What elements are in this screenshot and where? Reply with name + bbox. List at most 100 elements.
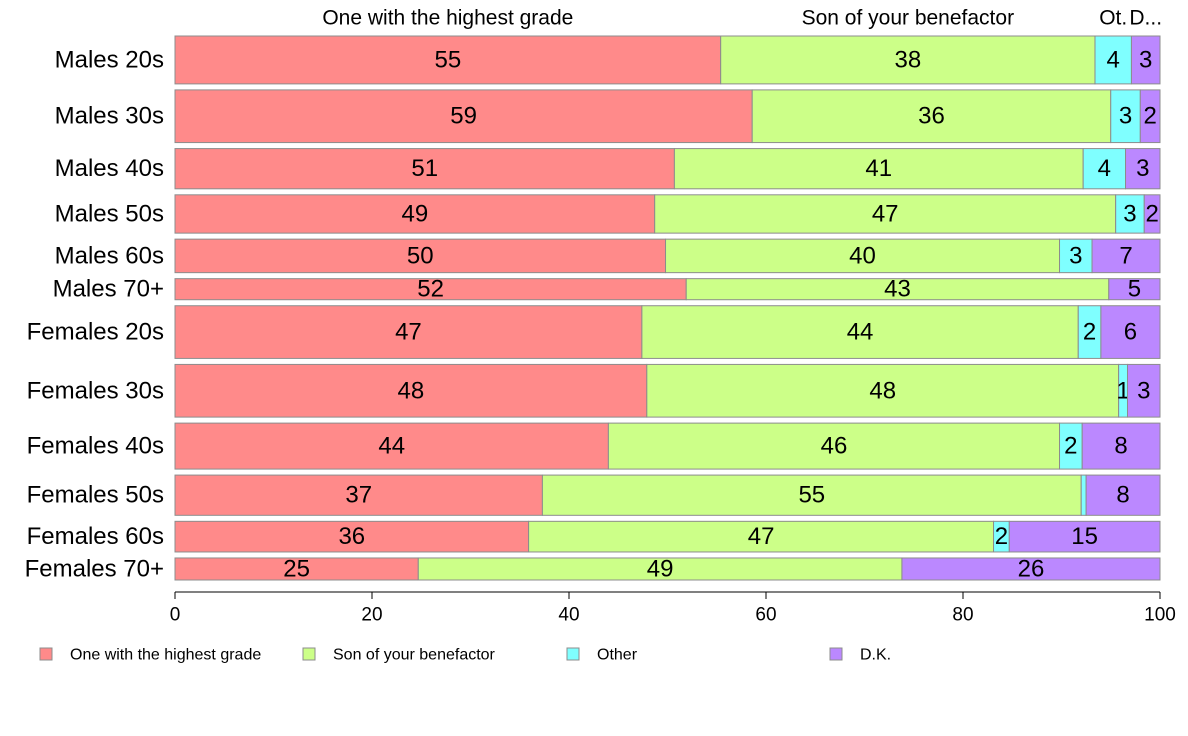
row-label: Males 50s — [55, 200, 164, 227]
bar-segment — [1115, 194, 1145, 234]
bar-segment — [1130, 35, 1161, 85]
bar-segment — [174, 520, 530, 553]
top-series-label: Ot. — [1099, 7, 1127, 30]
bar-segment — [174, 305, 643, 359]
legend-swatch — [302, 647, 316, 661]
data-label: 2 — [995, 523, 1008, 550]
data-label: 44 — [378, 433, 405, 460]
data-label: 55 — [798, 482, 825, 509]
bar-segment — [528, 520, 995, 553]
data-label: 4 — [1098, 155, 1111, 182]
data-label: 3 — [1069, 242, 1082, 269]
top-series-labels: One with the highest grade Son of your be… — [322, 7, 1162, 30]
bar-segment — [1081, 422, 1161, 470]
x-tick-label: 80 — [952, 605, 973, 626]
x-tick-label: 60 — [755, 605, 776, 626]
data-label: 2 — [1083, 319, 1096, 346]
data-label: 26 — [1018, 555, 1045, 582]
data-label: 44 — [847, 319, 874, 346]
bar-segment — [174, 474, 543, 516]
data-label: 43 — [884, 276, 911, 303]
data-label: 40 — [849, 242, 876, 269]
data-label: 3 — [1139, 46, 1152, 73]
data-label: 8 — [1116, 482, 1129, 509]
row-label: Males 60s — [55, 242, 164, 269]
bar-segment — [1108, 278, 1161, 301]
bar-segment — [673, 148, 1084, 190]
x-tick-label: 20 — [361, 605, 382, 626]
bar-segment — [654, 194, 1117, 234]
row-label: Males 30s — [55, 103, 164, 130]
legend-swatch — [39, 647, 53, 661]
bar-segment — [901, 557, 1161, 581]
data-label: 3 — [1137, 377, 1150, 404]
row-labels: Males 20s Males 30s Males 40s Males 50s Male… — [25, 46, 164, 582]
data-label: 49 — [401, 200, 428, 227]
data-label: 3 — [1123, 200, 1136, 227]
data-label: 38 — [894, 46, 921, 73]
data-label: 47 — [872, 200, 899, 227]
top-series-label: D... — [1129, 7, 1162, 30]
top-series-label: One with the highest grade — [322, 7, 573, 30]
data-label: 47 — [395, 319, 422, 346]
data-label: 2 — [1145, 200, 1158, 227]
row-label: Males 70+ — [53, 276, 164, 303]
data-label: 55 — [434, 46, 461, 73]
top-series-label: Son of your benefactor — [802, 7, 1014, 30]
bar-segment — [1059, 238, 1093, 274]
data-label: 2 — [1143, 103, 1156, 130]
bar-segment — [174, 89, 753, 144]
bar-segment — [1110, 89, 1141, 144]
x-tick-label: 100 — [1144, 605, 1176, 626]
bar-segment — [1091, 238, 1161, 274]
legend-swatch — [566, 647, 580, 661]
bar-segment — [720, 35, 1096, 85]
bar-segment — [174, 363, 648, 418]
data-label: 5 — [1128, 276, 1141, 303]
legend-label: One with the highest grade — [70, 647, 261, 664]
bar-segment — [751, 89, 1112, 144]
bar-segment — [1139, 89, 1161, 144]
data-label: 36 — [918, 103, 945, 130]
data-label: 25 — [283, 555, 310, 582]
data-label: 52 — [417, 276, 444, 303]
bar-segment — [1085, 474, 1161, 516]
row-label: Females 40s — [27, 433, 164, 460]
row-label: Females 50s — [27, 482, 164, 509]
data-label: 41 — [865, 155, 892, 182]
row-label: Females 30s — [27, 377, 164, 404]
bar-segment — [607, 422, 1061, 470]
x-axis: 0 20 40 60 80 100 — [170, 591, 1176, 626]
row-label: Males 40s — [55, 155, 164, 182]
data-label: 3 — [1136, 155, 1149, 182]
bar-segment — [646, 363, 1120, 418]
bar-segment — [1082, 148, 1127, 190]
row-label: Females 60s — [27, 523, 164, 550]
legend-label: Son of your benefactor — [333, 647, 496, 664]
legend-label: D.K. — [860, 647, 891, 664]
bar-segment — [1008, 520, 1161, 553]
data-label: 6 — [1124, 319, 1137, 346]
data-label: 50 — [407, 242, 434, 269]
bar-segment — [641, 305, 1079, 359]
legend-swatch — [829, 647, 843, 661]
data-label: 49 — [647, 555, 674, 582]
bar-segment — [174, 422, 609, 470]
bar-segment — [174, 35, 722, 85]
data-label: 36 — [338, 523, 365, 550]
x-tick-label: 0 — [170, 605, 181, 626]
data-label: 46 — [821, 433, 848, 460]
data-label: 4 — [1107, 46, 1120, 73]
data-label: 1 — [1116, 377, 1129, 404]
data-label: 59 — [450, 103, 477, 130]
bar-segment — [174, 194, 656, 234]
data-label: 37 — [345, 482, 372, 509]
bars: 55 38 4 359 36 3 251 41 4 349 47 3 250 40 3 752 43 547 44 2… — [174, 35, 1161, 582]
bar-segment — [541, 474, 1082, 516]
bar-segment — [1080, 474, 1087, 516]
bar-segment — [1094, 35, 1132, 85]
bar-segment — [1100, 305, 1161, 359]
data-label: 48 — [398, 377, 425, 404]
data-label: 51 — [411, 155, 438, 182]
